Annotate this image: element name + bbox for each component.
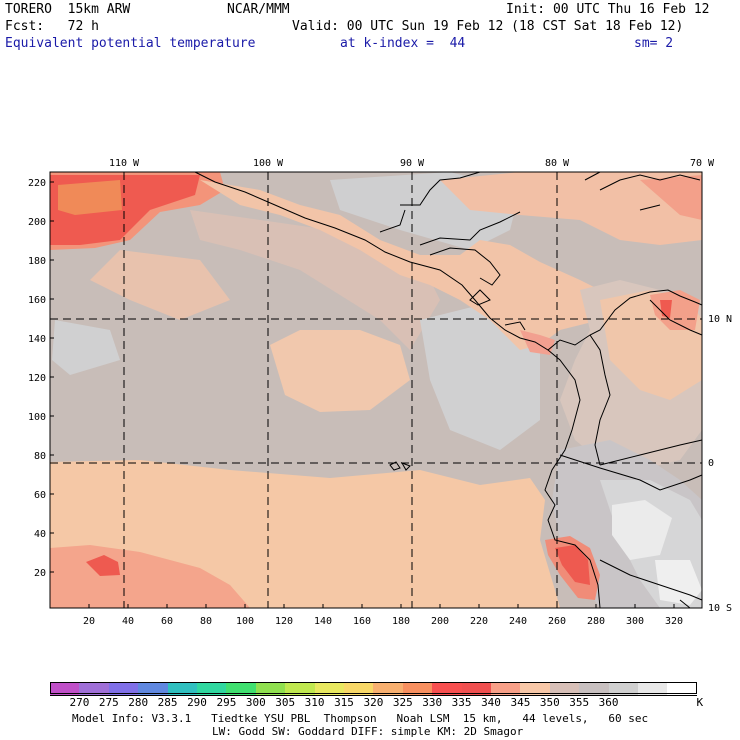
bottom-tick-label: 160 [353,616,371,627]
colorbar-label: 325 [392,696,413,709]
colorbar-label: 300 [245,696,266,709]
colorbar-label: 355 [569,696,590,709]
colorbar-label: 275 [98,696,119,709]
bottom-tick-label: 120 [275,616,293,627]
left-tick-label: 180 [28,256,46,267]
lon-label-70w: 70 W [690,158,715,169]
lat-label-equator: 0 [708,458,714,469]
model-info-line2: LW: Godd SW: Goddard DIFF: simple KM: 2D… [212,725,524,738]
left-tick-label: 60 [34,490,46,501]
valid-time: Valid: 00 UTC Sun 19 Feb 12 (18 CST Sat … [292,19,684,34]
bottom-tick-label: 300 [626,616,644,627]
left-tick-label: 100 [28,412,46,423]
field-name: Equivalent potential temperature [5,36,256,51]
colorbar-label: 340 [481,696,501,709]
lon-label-90w: 90 W [400,158,425,169]
forecast-hour: Fcst: 72 h [5,19,99,34]
bottom-tick-label: 20 [83,616,95,627]
bottom-axis: 20 40 60 80 100 120 140 160 180 200 220 240 260 280 30… [83,604,683,627]
left-tick-label: 20 [34,568,46,579]
colorbar-label: 315 [334,696,354,709]
smoothing-label: sm= 2 [634,36,674,51]
bottom-tick-label: 200 [431,616,449,627]
colorbar-label: 350 [539,696,560,709]
bottom-tick-label: 60 [161,616,173,627]
model-title: TORERO 15km ARW [5,2,131,17]
lat-label-10n: 10 N [708,314,732,325]
lon-label-80w: 80 W [545,158,570,169]
left-tick-label: 200 [28,217,46,228]
bottom-tick-label: 320 [665,616,683,627]
left-tick-label: 140 [28,334,46,345]
model-info-line1: Model Info: V3.3.1 Tiedtke YSU PBL Thomp… [72,712,649,725]
colorbar-label: 335 [451,696,472,709]
colorbar-label: 295 [216,696,237,709]
lon-label-100w: 100 W [253,158,284,169]
bottom-tick-label: 240 [509,616,527,627]
theta-e-field [50,172,702,608]
bottom-tick-label: 140 [314,616,332,627]
coastlines [194,171,703,609]
colorbar-label: 320 [363,696,384,709]
bottom-tick-label: 180 [392,616,410,627]
right-lat-labels: 10 N 0 10 S [708,314,732,614]
level-label: at k-index = 44 [340,36,466,51]
colorbar-label: 285 [157,696,178,709]
lat-lon-grid [50,172,702,608]
colorbar-label: 330 [422,696,443,709]
colorbar-label: 345 [510,696,531,709]
organization-label: NCAR/MMM [227,2,290,17]
bottom-tick-label: 280 [587,616,605,627]
bottom-tick-label: 40 [122,616,134,627]
left-axis: 220 200 180 160 140 120 100 80 60 40 20 [28,178,54,579]
left-tick-label: 160 [28,295,46,306]
colorbar-frame [50,682,697,694]
left-tick-label: 220 [28,178,46,189]
bottom-tick-label: 100 [236,616,254,627]
bottom-tick-label: 260 [548,616,566,627]
left-tick-label: 80 [34,451,46,462]
colorbar-label: 305 [275,696,296,709]
colorbar-label: 270 [69,696,90,709]
left-tick-label: 40 [34,529,46,540]
colorbar-label: 290 [187,696,207,709]
top-lon-labels: 110 W 100 W 90 W 80 W 70 W [109,158,715,169]
left-tick-label: 120 [28,373,46,384]
map-frame [49,171,703,609]
colorbar-label: 310 [304,696,325,709]
colorbar-label: 280 [128,696,149,709]
colorbar-label: 360 [598,696,619,709]
init-time: Init: 00 UTC Thu 16 Feb 12 [506,2,710,17]
bottom-tick-label: 220 [470,616,488,627]
lon-label-110w: 110 W [109,158,140,169]
colorbar-unit: K [696,696,704,709]
lat-label-10s: 10 S [708,603,732,614]
bottom-tick-label: 80 [200,616,212,627]
